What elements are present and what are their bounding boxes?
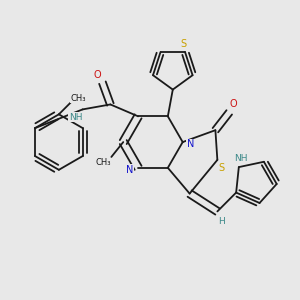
Text: CH₃: CH₃ [96,158,111,167]
Text: N: N [187,139,194,149]
Text: H: H [218,217,225,226]
Text: S: S [180,39,186,49]
Text: O: O [94,70,101,80]
Text: CH₃: CH₃ [71,94,86,103]
Text: O: O [230,99,237,110]
Text: NH: NH [69,113,82,122]
Text: NH: NH [234,154,247,163]
Text: S: S [218,163,224,173]
Text: N: N [127,165,134,175]
